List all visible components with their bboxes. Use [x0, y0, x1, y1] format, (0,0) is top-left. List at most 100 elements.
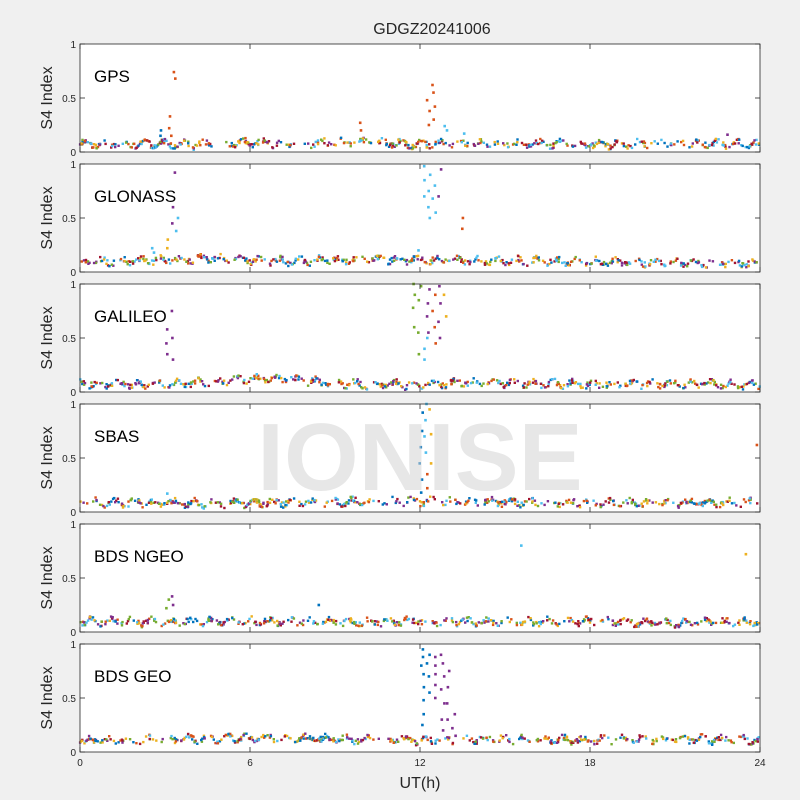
- data-point: [179, 382, 183, 385]
- data-point: [123, 384, 126, 388]
- data-point: [713, 383, 716, 386]
- data-point: [268, 262, 272, 265]
- data-point: [737, 259, 741, 263]
- data-point: [259, 503, 262, 506]
- data-point: [137, 382, 141, 385]
- data-point: [242, 381, 246, 385]
- data-point: [194, 143, 197, 147]
- data-point: [80, 380, 83, 383]
- data-point: [161, 737, 164, 741]
- data-point: [255, 501, 259, 504]
- data-point: [350, 737, 353, 740]
- data-point: [554, 501, 557, 504]
- data-point: [96, 623, 100, 626]
- data-point: [586, 617, 590, 620]
- data-point: [189, 502, 193, 505]
- data-point: [638, 621, 641, 625]
- data-point: [350, 499, 353, 502]
- data-point: [232, 497, 236, 500]
- spike-point: [421, 655, 425, 659]
- data-point: [304, 260, 307, 263]
- data-point: [648, 380, 651, 384]
- data-point: [162, 142, 166, 145]
- data-point: [229, 501, 233, 505]
- data-point: [333, 256, 336, 259]
- data-point: [615, 141, 619, 144]
- data-point: [549, 378, 552, 382]
- data-point: [599, 734, 603, 737]
- data-point: [708, 259, 711, 262]
- data-point: [704, 141, 707, 144]
- data-point: [416, 383, 419, 386]
- data-point: [274, 375, 278, 378]
- data-point: [298, 621, 302, 624]
- data-point: [743, 737, 746, 741]
- data-point: [251, 260, 255, 263]
- spike-point: [434, 342, 437, 345]
- data-point: [275, 260, 279, 263]
- data-point: [620, 264, 624, 267]
- data-point: [358, 384, 361, 387]
- data-point: [250, 261, 253, 264]
- data-point: [411, 618, 415, 621]
- data-point: [719, 738, 722, 742]
- data-point: [500, 621, 503, 625]
- data-point: [669, 619, 672, 623]
- data-point: [95, 147, 98, 150]
- data-point: [715, 384, 718, 387]
- data-point: [697, 737, 701, 740]
- data-point: [304, 737, 308, 740]
- data-point: [476, 504, 479, 507]
- data-point: [393, 145, 396, 148]
- data-point: [666, 618, 669, 622]
- data-point: [748, 381, 751, 384]
- data-point: [314, 621, 317, 624]
- data-point: [600, 262, 604, 265]
- data-point: [227, 381, 230, 384]
- data-point: [692, 741, 695, 744]
- data-point: [359, 137, 362, 141]
- data-point: [689, 380, 692, 383]
- panel-label: BDS NGEO: [94, 547, 184, 566]
- spike-point: [425, 98, 429, 102]
- data-point: [112, 259, 116, 262]
- spike-point: [426, 302, 430, 305]
- data-point: [380, 137, 384, 140]
- data-point: [497, 381, 500, 385]
- data-point: [92, 261, 96, 265]
- data-point: [753, 260, 756, 263]
- data-point: [138, 499, 141, 502]
- data-point: [642, 617, 645, 620]
- data-point: [525, 146, 529, 149]
- data-point: [669, 142, 673, 145]
- data-point: [247, 502, 250, 505]
- data-point: [363, 501, 366, 504]
- data-point: [398, 621, 401, 624]
- data-point: [705, 617, 708, 620]
- data-point: [277, 139, 280, 143]
- data-point: [400, 385, 403, 388]
- data-point: [636, 137, 639, 141]
- data-point: [202, 734, 206, 737]
- data-point: [322, 620, 325, 624]
- data-point: [215, 380, 218, 383]
- data-point: [255, 376, 258, 380]
- data-point: [556, 624, 559, 628]
- data-point: [306, 384, 310, 387]
- data-point: [176, 259, 179, 263]
- y-tick-label: 1: [70, 520, 76, 531]
- data-point: [480, 621, 483, 625]
- data-point: [651, 742, 654, 746]
- data-point: [203, 384, 207, 388]
- data-point: [560, 733, 564, 737]
- data-point: [163, 502, 166, 505]
- data-point: [325, 501, 328, 504]
- data-point: [312, 620, 316, 623]
- data-point: [167, 258, 171, 261]
- data-point: [628, 262, 632, 265]
- data-point: [535, 622, 538, 625]
- data-point: [169, 736, 172, 740]
- data-point: [276, 739, 279, 743]
- data-point: [616, 381, 619, 384]
